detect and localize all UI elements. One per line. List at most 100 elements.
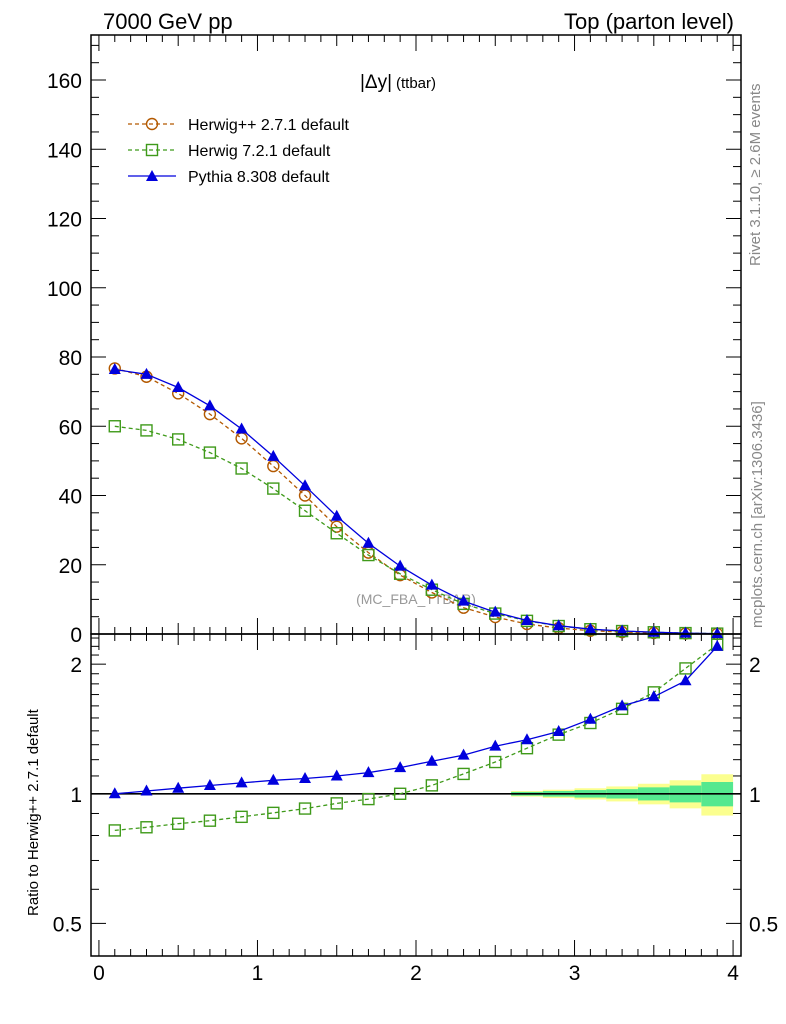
ratio-y-tick-label-right: 1 (749, 784, 761, 807)
data-point-main-herwigpp (267, 459, 280, 473)
data-point-main-pythia (552, 619, 565, 631)
data-point-main-pythia (489, 605, 502, 617)
mcplots-label: mcplots.cern.ch [arXiv:1306.3436] (749, 401, 766, 628)
data-point-main-herwig7 (140, 424, 153, 437)
data-point-main-pythia (140, 367, 153, 379)
series-ratio-herwig7 (108, 638, 724, 837)
main-y-tick-label: 120 (47, 209, 82, 232)
ratio-y-tick-label: 2 (70, 654, 82, 677)
data-point-ratio-pythia (330, 769, 343, 781)
data-point-ratio-pythia (457, 748, 470, 760)
ratio-y-tick-label: 0.5 (53, 913, 82, 936)
main-y-tick-label: 0 (70, 624, 82, 647)
rivet-version-label: Rivet 3.1.10, ≥ 2.6M events (747, 84, 764, 267)
data-point-main-herwig7 (362, 548, 375, 562)
data-point-main-pythia (299, 479, 312, 491)
data-point-main-herwigpp (330, 520, 343, 533)
main-y-tick-label: 20 (59, 555, 82, 578)
data-point-main-herwig7 (330, 527, 343, 540)
data-point-ratio-herwig7 (489, 755, 502, 769)
data-point-ratio-pythia (108, 787, 121, 799)
data-point-ratio-pythia (552, 725, 565, 737)
data-point-ratio-pythia (267, 773, 280, 785)
data-point-ratio-pythia (584, 712, 597, 724)
data-point-ratio-herwig7 (362, 792, 375, 806)
legend-label-herwig7: Herwig 7.2.1 default (188, 143, 331, 160)
analysis-watermark: (MC_FBA_TTBAR) (356, 591, 476, 607)
x-tick-label: 0 (93, 962, 105, 985)
plot-title-main: |Δy| (360, 72, 392, 93)
legend: Herwig++ 2.7.1 default Herwig 7.2.1 defa… (128, 117, 350, 186)
ratio-y-tick-label-right: 0.5 (749, 913, 778, 936)
series-line-ratio-pythia (114, 645, 718, 795)
data-point-ratio-pythia (489, 739, 502, 751)
data-point-main-pythia (362, 536, 375, 548)
main-y-tick-label: 100 (47, 278, 82, 301)
data-point-ratio-herwig7 (235, 810, 248, 824)
data-point-main-pythia (267, 449, 280, 461)
data-point-main-pythia (616, 624, 629, 636)
data-point-main-herwig7 (203, 446, 217, 459)
data-point-main-pythia (394, 559, 407, 571)
data-point-ratio-herwig7 (267, 806, 280, 820)
data-point-ratio-pythia (616, 699, 629, 711)
data-point-main-herwig7 (171, 433, 185, 446)
series-layer (108, 362, 724, 837)
data-point-ratio-pythia (394, 761, 407, 773)
data-point-ratio-herwig7 (393, 787, 407, 800)
data-point-main-pythia (330, 509, 343, 521)
main-y-tick-label: 60 (59, 416, 82, 439)
data-point-main-pythia (172, 380, 185, 392)
plot-title-sub: (ttbar) (396, 75, 436, 92)
axes: 0 20 40 60 80 100 120 140 160 0 1 2 3 4 0.5 0.5 1 1 2 2 (47, 35, 778, 985)
data-point-ratio-pythia (362, 766, 375, 778)
data-point-main-herwig7 (267, 482, 280, 495)
data-point-ratio-herwig7 (457, 767, 470, 781)
ratio-plot-frame (90, 633, 742, 957)
series-ratio-pythia (108, 639, 724, 799)
ratio-y-axis-label: Ratio to Herwig++ 2.7.1 default (25, 708, 42, 916)
x-tick-label: 3 (569, 962, 581, 985)
legend-label-pythia: Pythia 8.308 default (188, 169, 330, 186)
data-point-ratio-herwig7 (140, 821, 153, 834)
data-point-main-pythia (679, 626, 692, 638)
data-point-main-pythia (457, 594, 470, 606)
ratio-y-tick-label: 1 (70, 784, 82, 807)
data-point-main-herwig7 (235, 462, 248, 475)
ratio-y-tick-label-right: 2 (749, 654, 761, 677)
data-point-main-pythia (108, 362, 121, 374)
data-point-ratio-herwig7 (298, 802, 312, 815)
data-point-ratio-pythia (425, 754, 438, 766)
ratio-uncertainty-band (511, 774, 734, 816)
data-point-ratio-herwig7 (330, 797, 343, 810)
data-point-ratio-pythia (679, 674, 692, 686)
data-point-main-herwig7 (108, 420, 121, 433)
data-point-ratio-pythia (711, 639, 724, 651)
legend-marker-herwig7 (145, 143, 159, 157)
x-tick-label: 4 (727, 962, 739, 985)
data-point-ratio-herwig7 (171, 817, 185, 830)
main-y-tick-label: 160 (47, 70, 82, 93)
main-y-tick-label: 140 (47, 139, 82, 162)
legend-label-herwigpp: Herwig++ 2.7.1 default (188, 117, 350, 134)
data-point-ratio-pythia (203, 779, 216, 791)
data-point-ratio-pythia (647, 690, 660, 702)
data-point-main-pythia (584, 622, 597, 634)
plot-frames (90, 34, 742, 957)
data-point-ratio-pythia (520, 733, 533, 745)
header-right: Top (parton level) (564, 9, 734, 34)
header-left: 7000 GeV pp (103, 9, 233, 34)
data-point-ratio-herwig7 (679, 662, 692, 675)
data-point-ratio-pythia (299, 772, 312, 784)
x-tick-label: 2 (410, 962, 422, 985)
data-point-main-pythia (711, 627, 724, 639)
data-point-main-pythia (203, 399, 216, 411)
series-main-pythia (108, 362, 724, 639)
data-point-ratio-herwig7 (203, 814, 217, 827)
main-y-tick-label: 80 (59, 347, 82, 370)
data-point-main-herwigpp (235, 432, 248, 445)
data-point-main-pythia (235, 422, 248, 434)
data-point-ratio-pythia (235, 776, 248, 788)
x-tick-label: 1 (252, 962, 264, 985)
